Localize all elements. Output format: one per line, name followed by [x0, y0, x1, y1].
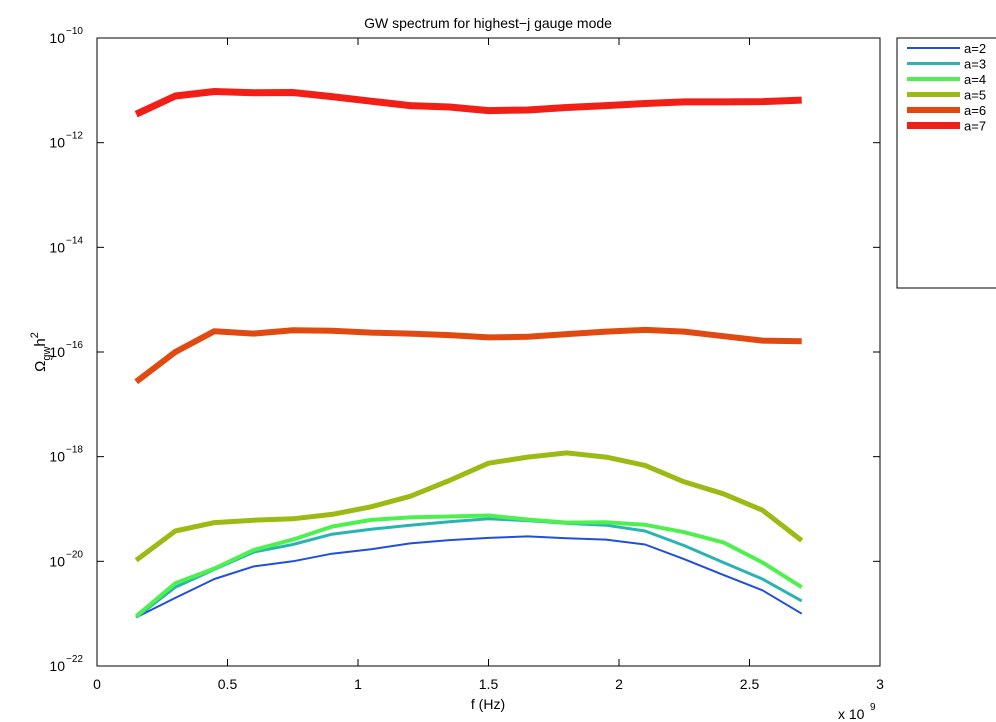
series-lines — [134, 88, 804, 619]
plot-area — [96, 37, 881, 667]
y-tick-label: 10 — [49, 344, 65, 360]
y-tick-base: 10 — [49, 239, 65, 255]
legend-label: a=5 — [964, 88, 986, 103]
y-tick-exp: −20 — [66, 549, 83, 560]
y-tick-label: 10 — [49, 658, 65, 674]
y-tick-base: 10 — [49, 30, 65, 46]
x-tick-label: 1 — [354, 676, 362, 692]
x-tick-label: 1.5 — [479, 676, 499, 692]
y-tick-base: 10 — [49, 658, 65, 674]
x-tick-label: 0 — [93, 676, 101, 692]
x-tick-label: 3 — [876, 676, 884, 692]
y-tick-exp: −22 — [66, 654, 83, 665]
series-line-a-2 — [135, 535, 803, 619]
y-tick-base: 10 — [49, 344, 65, 360]
y-tick-exp: −18 — [66, 445, 83, 456]
x-axis-label: f (Hz) — [471, 696, 505, 712]
x-tick-label: 2 — [615, 676, 623, 692]
y-label-h: h — [32, 338, 49, 346]
y-tick-exp: −12 — [66, 131, 83, 142]
legend-label: a=6 — [964, 103, 986, 118]
y-tick-base: 10 — [49, 553, 65, 569]
x-tick-label: 0.5 — [218, 676, 238, 692]
y-label-sup: 2 — [29, 332, 41, 338]
y-label-omega: Ω — [32, 361, 49, 372]
y-tick-base: 10 — [49, 449, 65, 465]
y-axis-label: Ωgwh2 — [29, 332, 53, 372]
legend: a=2a=3a=4a=5a=6a=7 — [896, 37, 996, 289]
y-tick-exp: −10 — [66, 26, 83, 37]
y-tick-label: 10 — [49, 449, 65, 465]
legend-label: a=4 — [964, 72, 986, 87]
legend-label: a=7 — [964, 119, 986, 134]
y-tick-base: 10 — [49, 135, 65, 151]
y-tick-exp: −16 — [66, 340, 83, 351]
x-ticks: 0 0.5 1 1.5 2 2.5 3 — [93, 38, 884, 692]
legend-label: a=3 — [964, 57, 986, 72]
series-line-a-7 — [134, 88, 802, 118]
series-line-a-5 — [134, 450, 804, 563]
legend-label: a=2 — [964, 41, 986, 56]
chart-title: GW spectrum for highest−j gauge mode — [364, 15, 612, 31]
y-tick-exp: −14 — [66, 235, 83, 246]
y-tick-label: 10 — [49, 135, 65, 151]
legend-items: a=2a=3a=4a=5a=6a=7 — [907, 41, 986, 134]
series-line-a-6 — [134, 326, 802, 385]
x-multiplier-base: x 10 — [838, 706, 865, 722]
y-tick-label: 10 — [49, 239, 65, 255]
series-line-a-4 — [134, 513, 803, 618]
y-label-sub: gw — [41, 347, 53, 361]
y-tick-label: 10 — [49, 553, 65, 569]
x-multiplier-exp: 9 — [870, 702, 876, 713]
x-multiplier: x 10 9 — [838, 702, 876, 722]
y-tick-label: 10 — [49, 30, 65, 46]
x-tick-label: 2.5 — [740, 676, 760, 692]
